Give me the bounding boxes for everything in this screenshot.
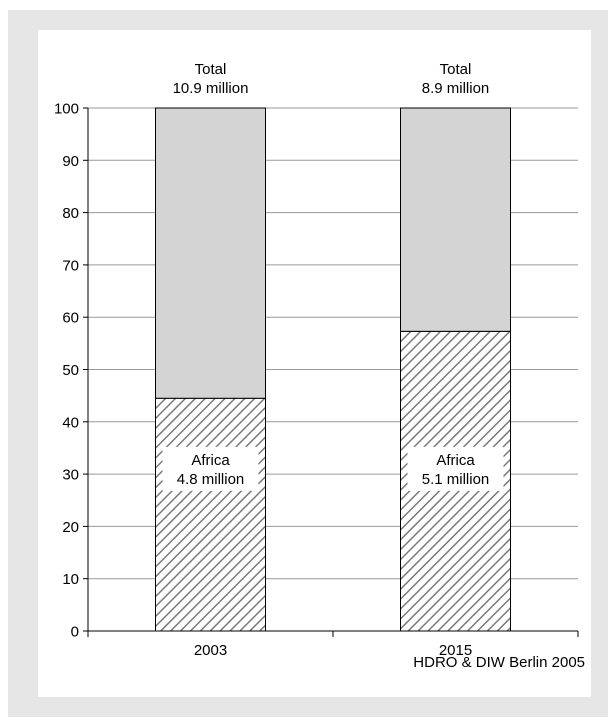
- y-tick-label: 100: [54, 101, 79, 118]
- segment-label-background: [407, 446, 504, 491]
- segment-label-line1: Africa: [191, 452, 230, 469]
- y-tick-label: 30: [62, 467, 79, 484]
- bar-segment-2015-1: [400, 107, 511, 332]
- y-tick-label: 40: [62, 414, 79, 431]
- stacked-bar-chart: 0 10 20 30 40 50 60 70 80 90 100 2003 2015 Total 10.9…: [54, 61, 585, 671]
- source-note: HDRO & DIW Berlin 2005: [413, 654, 585, 671]
- y-tick-label: 10: [62, 571, 79, 588]
- segment-label-line2: 4.8 million: [177, 471, 245, 488]
- y-tick-label: 0: [71, 624, 79, 641]
- axes: 0 10 20 30 40 50 60 70 80 90 100 2003 2015: [54, 101, 579, 659]
- chart-panel: 0 10 20 30 40 50 60 70 80 90 100 2003 2015 Total 10.9…: [38, 30, 591, 697]
- total-label-line1: Total: [195, 61, 227, 78]
- y-tick-label: 60: [62, 310, 79, 327]
- x-tick-label: 2015: [439, 642, 472, 659]
- figure-frame: 0 10 20 30 40 50 60 70 80 90 100 2003 2015 Total 10.9…: [8, 10, 608, 717]
- bar-labels: Total 10.9 million Africa 4.8 million Total 8…: [162, 61, 504, 491]
- x-tick-label: 2003: [194, 642, 227, 659]
- y-tick-label: 70: [62, 257, 79, 274]
- y-tick-label: 20: [62, 519, 79, 536]
- y-tick-label: 80: [62, 205, 79, 222]
- segment-label-line2: 5.1 million: [422, 471, 490, 488]
- segment-label-background: [162, 446, 259, 491]
- total-label-line2: 8.9 million: [422, 80, 490, 97]
- y-tick-label: 90: [62, 153, 79, 170]
- bar-segment-2003-1: [155, 107, 266, 399]
- total-label-line1: Total: [440, 61, 472, 78]
- y-tick-label: 50: [62, 362, 79, 379]
- total-label-line2: 10.9 million: [173, 80, 249, 97]
- bar-segment-2003-0: [155, 397, 266, 632]
- segment-label-line1: Africa: [436, 452, 475, 469]
